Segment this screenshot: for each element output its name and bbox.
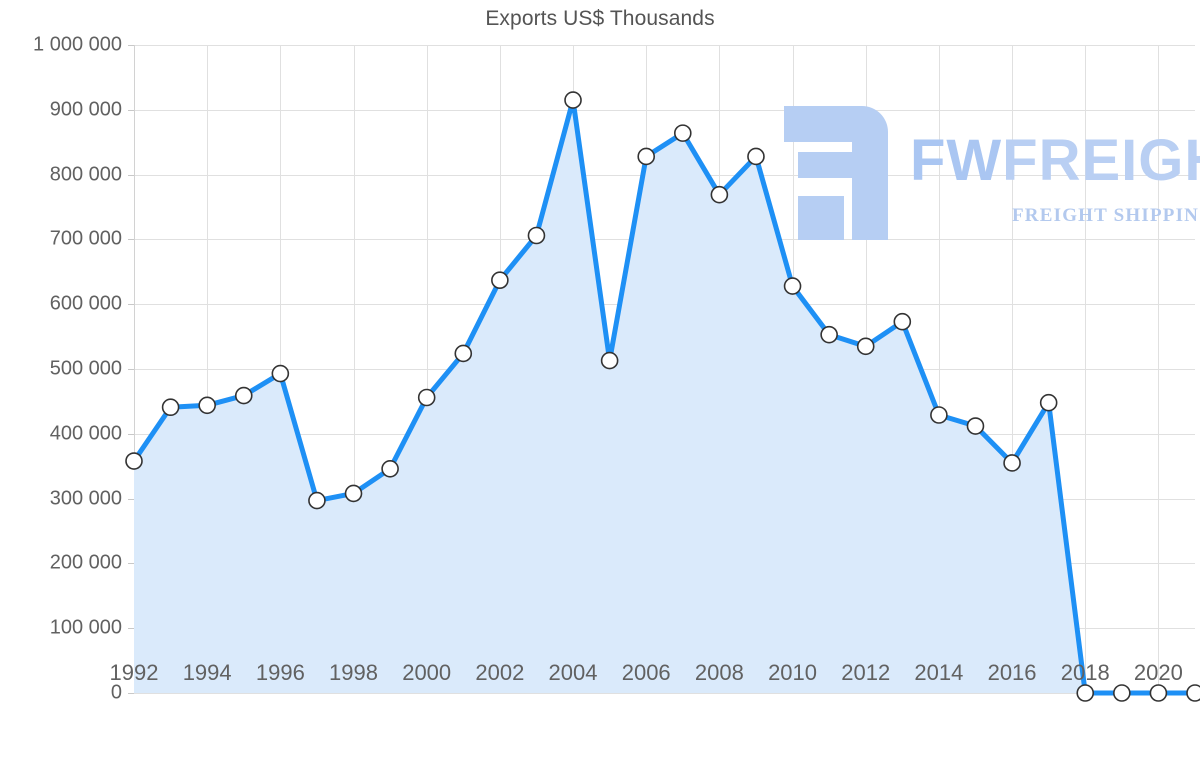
series-area-fill	[134, 100, 1195, 693]
data-point-marker[interactable]	[454, 344, 473, 363]
y-tick-mark	[128, 175, 134, 176]
y-tick-mark	[128, 110, 134, 111]
x-tick-label: 1996	[255, 660, 305, 685]
data-point-marker[interactable]	[747, 147, 765, 166]
data-point-marker[interactable]	[1186, 684, 1200, 702]
y-tick-label: 100 000	[49, 616, 122, 639]
data-point-marker[interactable]	[1113, 684, 1131, 702]
data-point-marker[interactable]	[198, 396, 216, 415]
data-point-marker[interactable]	[491, 271, 509, 290]
x-tick-label: 2004	[548, 660, 598, 685]
data-point-marker[interactable]	[1003, 454, 1021, 472]
data-point-marker[interactable]	[1076, 684, 1095, 702]
data-point-marker[interactable]	[600, 351, 619, 370]
x-tick-label: 1992	[109, 660, 159, 685]
data-point-marker[interactable]	[234, 386, 253, 405]
gridline-vertical	[1085, 45, 1086, 693]
y-tick-label: 800 000	[49, 163, 122, 186]
series-line	[131, 97, 1198, 696]
y-tick-label: 300 000	[49, 487, 122, 510]
y-tick-label: 200 000	[49, 551, 122, 574]
x-tick-label: 2016	[987, 660, 1037, 685]
y-tick-mark	[128, 434, 134, 435]
x-tick-label: 2012	[841, 660, 891, 685]
y-tick-mark	[128, 304, 134, 305]
y-tick-label: 700 000	[49, 227, 122, 250]
x-tick-label: 1994	[182, 660, 232, 685]
data-point-marker[interactable]	[564, 91, 582, 109]
data-point-marker[interactable]	[527, 226, 546, 245]
y-tick-label: 500 000	[49, 357, 122, 380]
data-point-marker[interactable]	[783, 277, 802, 295]
plot-area: FWFREIGHT FREIGHT SHIPPING	[125, 45, 1200, 702]
y-tick-label: 0	[110, 681, 122, 704]
gridline-vertical	[207, 45, 208, 693]
gridline-vertical	[1158, 45, 1159, 693]
gridline-vertical	[1012, 45, 1013, 693]
y-tick-label: 400 000	[49, 422, 122, 445]
x-tick-label: 2000	[402, 660, 452, 685]
y-tick-label: 1 000 000	[33, 33, 122, 56]
data-point-marker[interactable]	[673, 124, 692, 142]
x-tick-label: 2006	[621, 660, 671, 685]
y-tick-label: 600 000	[49, 292, 122, 315]
x-tick-label: 2008	[694, 660, 744, 685]
gridline-vertical	[354, 45, 355, 693]
data-point-marker[interactable]	[637, 147, 656, 166]
x-tick-label: 1998	[329, 660, 378, 685]
data-point-marker[interactable]	[1039, 393, 1058, 412]
y-tick-mark	[128, 693, 134, 694]
y-tick-mark	[128, 499, 134, 500]
x-tick-label: 2018	[1060, 660, 1110, 685]
data-point-marker[interactable]	[344, 484, 363, 503]
data-point-marker[interactable]	[381, 459, 399, 478]
data-point-marker[interactable]	[1149, 684, 1168, 702]
y-tick-mark	[128, 563, 134, 564]
gridline-horizontal	[134, 45, 1195, 46]
data-point-marker[interactable]	[966, 417, 985, 435]
x-tick-label: 2002	[475, 660, 525, 685]
y-axis-line	[134, 45, 135, 693]
data-point-marker[interactable]	[930, 406, 948, 424]
data-point-marker[interactable]	[161, 398, 180, 417]
y-tick-label: 900 000	[49, 98, 122, 121]
data-point-marker[interactable]	[308, 491, 326, 510]
data-point-marker[interactable]	[820, 325, 838, 344]
series-exports	[125, 91, 1200, 702]
data-point-marker[interactable]	[856, 337, 875, 356]
gridline-vertical	[939, 45, 940, 693]
y-tick-mark	[128, 369, 134, 370]
y-tick-mark	[128, 628, 134, 629]
gridline-vertical	[427, 45, 428, 693]
x-tick-label: 2020	[1133, 660, 1183, 685]
data-point-marker[interactable]	[125, 452, 143, 470]
y-tick-mark	[128, 45, 134, 46]
data-point-marker[interactable]	[710, 185, 729, 204]
x-tick-label: 2010	[768, 660, 818, 685]
data-point-marker[interactable]	[417, 388, 436, 407]
gridline-horizontal	[134, 110, 1195, 111]
data-point-marker[interactable]	[893, 312, 912, 331]
data-point-marker[interactable]	[271, 364, 290, 383]
chart-title: Exports US$ Thousands	[485, 7, 715, 30]
y-tick-mark	[128, 239, 134, 240]
gridline-horizontal	[134, 693, 1195, 694]
x-tick-label: 2014	[914, 660, 964, 685]
